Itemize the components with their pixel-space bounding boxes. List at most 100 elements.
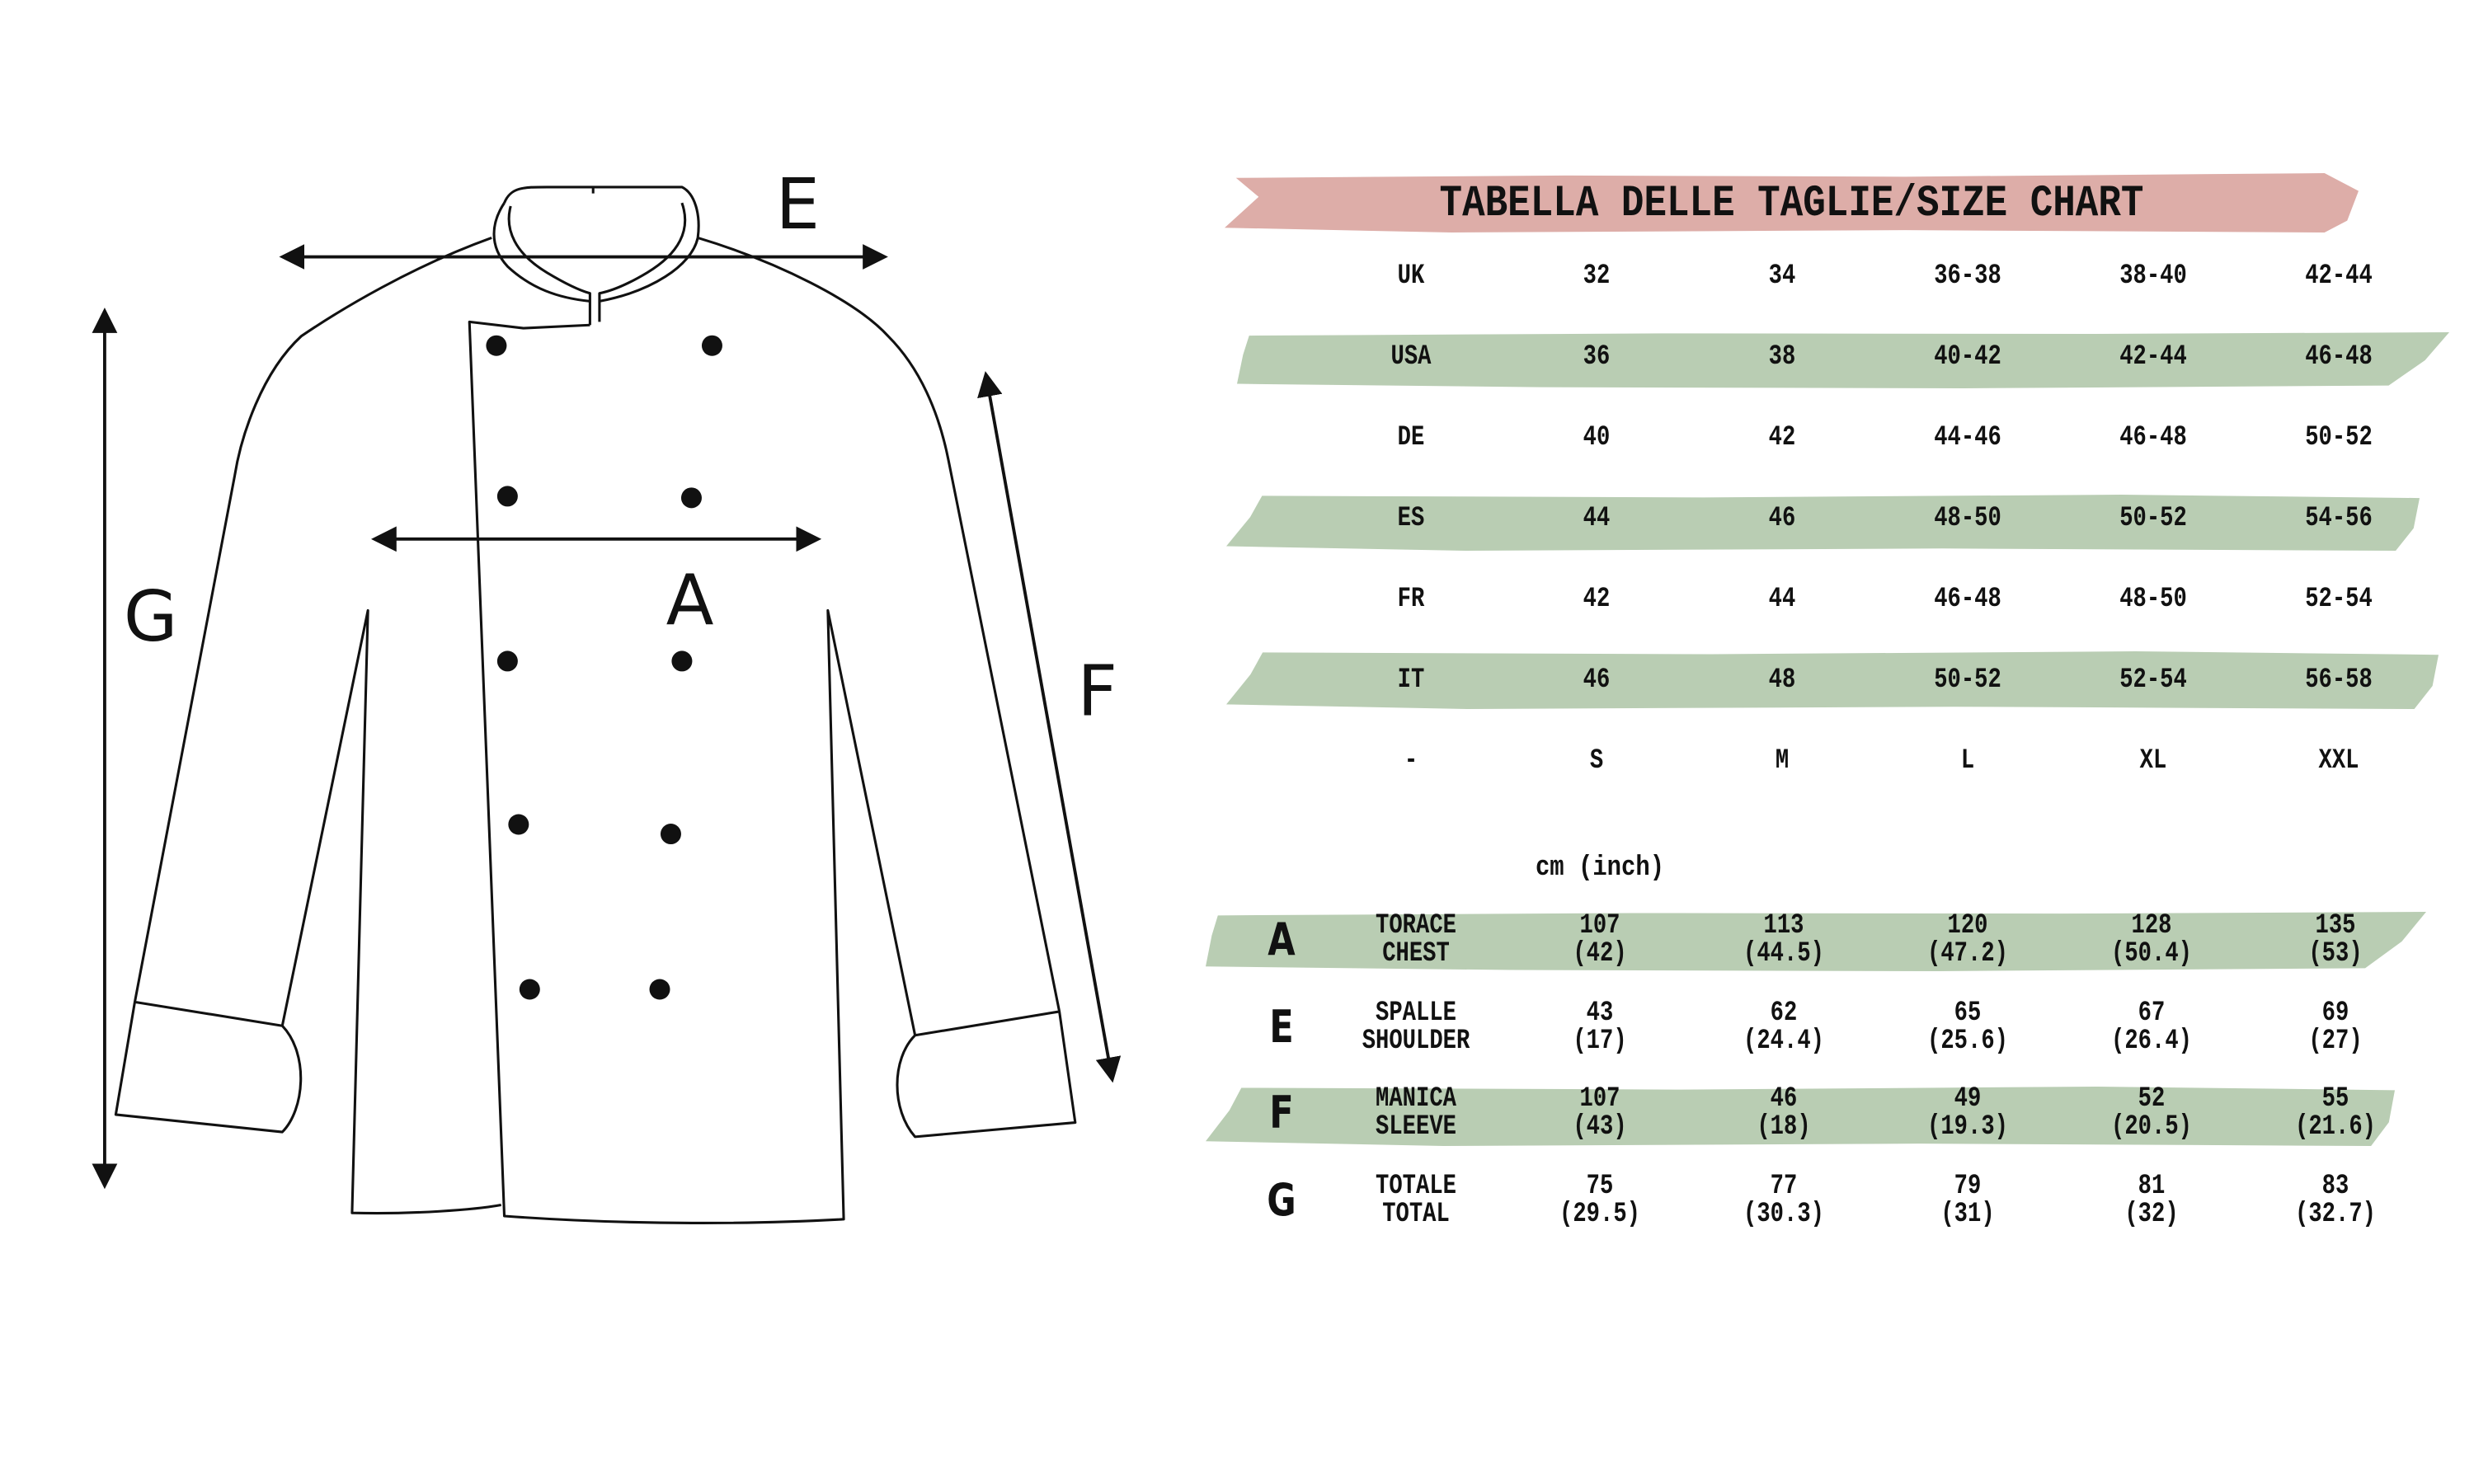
size-value: 52-54: [2119, 665, 2187, 696]
measurement-value-primary: 46: [1770, 1083, 1798, 1115]
size-value: XXL: [2318, 745, 2359, 777]
row-band: [1226, 651, 2439, 709]
size-system-label: -: [1404, 745, 1418, 777]
measurement-label: MANICA SLEEVE: [1337, 1085, 1495, 1141]
measurement-label-secondary: TOTAL: [1382, 1199, 1450, 1230]
size-value: 50-52: [2119, 503, 2187, 534]
size-system-label: ES: [1397, 503, 1425, 534]
measurement-value-primary: 120: [1947, 910, 1988, 942]
measurement-value-secondary: (32.7): [2295, 1199, 2376, 1230]
size-value: 54-56: [2305, 503, 2373, 534]
size-value: 46-48: [2305, 341, 2373, 373]
size-value: 50-52: [1934, 665, 2001, 696]
size-value: 48-50: [2119, 584, 2187, 615]
size-value: 52-54: [2305, 584, 2373, 615]
measurement-value-secondary: (26.4): [2111, 1026, 2192, 1057]
size-value: S: [1589, 745, 1604, 777]
measurement-value-primary: 77: [1770, 1171, 1798, 1202]
measurement-value-primary: 69: [2321, 998, 2349, 1029]
measurement-value: 62 (24.4): [1705, 999, 1863, 1055]
measurement-value-primary: 52: [2138, 1083, 2166, 1115]
measurement-value: 67 (26.4): [2072, 999, 2231, 1055]
measurement-value: 120 (47.2): [1888, 912, 2047, 968]
chart-title: TABELLA DELLE TAGLIE/SIZE CHART: [1439, 179, 2144, 229]
measurement-value-primary: 79: [1954, 1171, 1982, 1202]
size-value: 48-50: [1934, 503, 2001, 534]
size-value: 46: [1583, 665, 1611, 696]
size-value: 40-42: [1934, 341, 2001, 373]
size-value: 36-38: [1934, 261, 2001, 292]
measurement-value-secondary: (30.3): [1743, 1199, 1824, 1230]
measurement-value-secondary: (43): [1573, 1111, 1627, 1143]
button-dot: [660, 824, 681, 845]
measurement-value-secondary: (47.2): [1927, 938, 2008, 970]
measurement-value-primary: 83: [2321, 1171, 2349, 1202]
measurement-value-primary: 75: [1586, 1171, 1614, 1202]
label-a: A: [666, 560, 714, 641]
measurement-label-secondary: SLEEVE: [1376, 1111, 1456, 1143]
measurement-value: 46 (18): [1705, 1085, 1863, 1141]
button-dot: [496, 650, 518, 672]
measurement-value-secondary: (42): [1573, 938, 1627, 970]
size-value: 42-44: [2119, 341, 2187, 373]
size-value: 38-40: [2119, 261, 2187, 292]
size-system-label: DE: [1397, 422, 1425, 453]
measurement-label: SPALLE SHOULDER: [1337, 999, 1495, 1055]
measurement-value: 65 (25.6): [1888, 999, 2047, 1055]
size-value: 42-44: [2305, 261, 2373, 292]
measurement-value-primary: 81: [2138, 1171, 2166, 1202]
measurement-label-secondary: SHOULDER: [1362, 1026, 1470, 1057]
measurement-value-primary: 65: [1954, 998, 1982, 1029]
measurement-value: 77 (30.3): [1705, 1172, 1863, 1228]
measurement-letter: F: [1269, 1087, 1294, 1139]
measurement-value: 81 (32): [2072, 1172, 2231, 1228]
size-system-label: IT: [1397, 665, 1425, 696]
measurement-value-secondary: (20.5): [2111, 1111, 2192, 1143]
measurement-letter: E: [1269, 1001, 1294, 1053]
size-value: M: [1775, 745, 1790, 777]
measurement-value-primary: 49: [1954, 1083, 1982, 1115]
size-value: 56-58: [2305, 665, 2373, 696]
measurement-value-primary: 55: [2321, 1083, 2349, 1115]
measurement-value: 52 (20.5): [2072, 1085, 2231, 1141]
sleeve-arrow-f: [977, 371, 1122, 1083]
size-value: 42: [1583, 584, 1611, 615]
size-value: L: [1960, 745, 1975, 777]
size-value: 32: [1583, 261, 1611, 292]
measurement-value-secondary: (53): [2308, 938, 2363, 970]
measurement-value: 107 (42): [1521, 912, 1679, 968]
measurement-value: 43 (17): [1521, 999, 1679, 1055]
size-value: 44-46: [1934, 422, 2001, 453]
row-band: [1226, 495, 2420, 551]
measurement-value-primary: 107: [1579, 910, 1620, 942]
measurement-value-secondary: (32): [2124, 1199, 2179, 1230]
measurement-value-secondary: (19.3): [1927, 1111, 2008, 1143]
measurement-value-primary: 128: [2131, 910, 2172, 942]
measurement-value-primary: 43: [1586, 998, 1614, 1029]
measurement-label-secondary: CHEST: [1382, 938, 1450, 970]
label-g: G: [124, 575, 178, 657]
measurement-value: 107 (43): [1521, 1085, 1679, 1141]
size-system-label: FR: [1397, 584, 1425, 615]
measurement-value-secondary: (25.6): [1927, 1026, 2008, 1057]
measurement-value-secondary: (21.6): [2295, 1111, 2376, 1143]
measurement-value: 135 (53): [2256, 912, 2415, 968]
measurement-value: 79 (31): [1888, 1172, 2047, 1228]
measurement-value: 69 (27): [2256, 999, 2415, 1055]
size-value: 46-48: [2119, 422, 2187, 453]
row-band: [1206, 1087, 2395, 1146]
measurement-value-primary: 107: [1579, 1083, 1620, 1115]
measurement-letter: A: [1268, 913, 1296, 965]
jacket-buttons: [486, 335, 722, 1000]
button-dot: [649, 979, 670, 1000]
button-dot: [508, 814, 529, 835]
measurement-value-primary: 67: [2138, 998, 2166, 1029]
size-value: 40: [1583, 422, 1611, 453]
size-value: 46-48: [1934, 584, 2001, 615]
measurement-value: 55 (21.6): [2256, 1085, 2415, 1141]
row-band: [1206, 912, 2426, 971]
measurement-value-primary: 62: [1770, 998, 1798, 1029]
measurement-value-secondary: (50.4): [2111, 938, 2192, 970]
measurement-value-secondary: (24.4): [1743, 1026, 1824, 1057]
